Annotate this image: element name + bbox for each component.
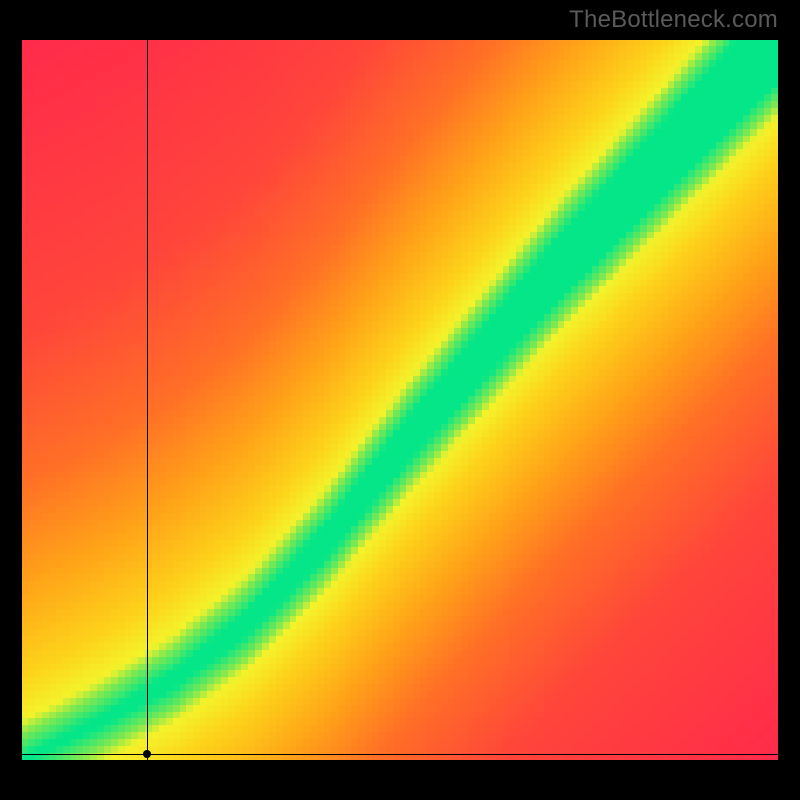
watermark-text: TheBottleneck.com (569, 6, 778, 34)
plot-area (22, 40, 778, 760)
crosshair-vertical (147, 40, 148, 760)
heatmap-container (22, 40, 778, 760)
heatmap-canvas (22, 40, 778, 760)
crosshair-horizontal (22, 754, 778, 755)
crosshair-marker (143, 750, 151, 758)
